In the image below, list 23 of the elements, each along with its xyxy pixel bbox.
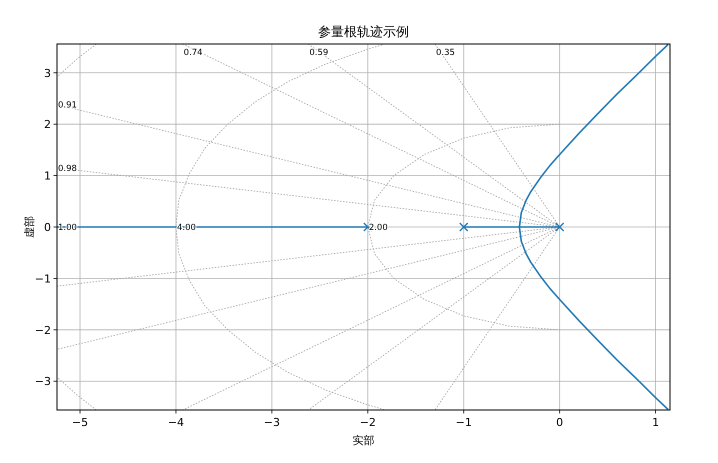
annotation: 0.98 xyxy=(58,164,77,174)
y-tick-label: 0 xyxy=(44,221,51,234)
x-tick-label: −5 xyxy=(72,416,88,429)
x-tick-label: 1 xyxy=(652,416,660,429)
y-tick-label: −3 xyxy=(34,375,51,388)
x-axis-title: 实部 xyxy=(352,434,374,447)
x-tick-label: 0 xyxy=(556,416,564,429)
y-tick-label: −1 xyxy=(34,272,51,286)
y-axis-title: 虚部 xyxy=(23,216,36,238)
annotation: 0.59 xyxy=(309,48,328,58)
y-tick-label: 3 xyxy=(44,66,51,80)
chart-title: 参量根轨迹示例 xyxy=(318,24,409,40)
x-tick-label: −3 xyxy=(264,416,280,429)
annotation: 0.35 xyxy=(436,48,455,58)
x-tick-label: −2 xyxy=(360,416,376,429)
annotation: 0.74 xyxy=(184,48,203,58)
y-tick-label: 2 xyxy=(44,118,51,132)
annotation: 0.91 xyxy=(58,100,77,111)
annotation: 2.00 xyxy=(368,223,388,233)
x-tick-label: −4 xyxy=(168,416,184,429)
y-tick-label: −2 xyxy=(34,324,51,337)
y-tick-label: 1 xyxy=(44,170,51,183)
x-tick-label: −1 xyxy=(456,416,472,429)
